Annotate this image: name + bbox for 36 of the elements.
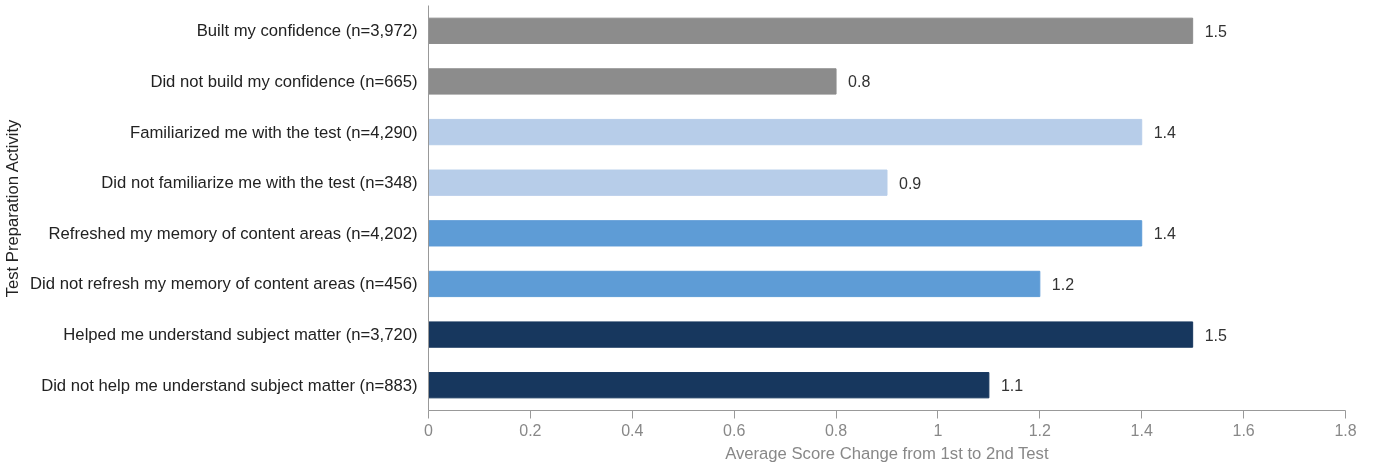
x-tick-label: 1.2 <box>1028 421 1052 439</box>
y-tick-label: Did not familiarize me with the test (n=348) <box>101 173 418 193</box>
data-label: 1.5 <box>1204 326 1228 344</box>
bar <box>428 220 1143 247</box>
x-tick-label: 1 <box>933 421 943 439</box>
x-tick-label: 0.2 <box>519 421 542 439</box>
x-tick-label: 0 <box>424 421 434 439</box>
x-tick-label: 0.6 <box>723 421 746 439</box>
y-tick-label: Helped me understand subject matter (n=3,720) <box>63 325 418 345</box>
bar <box>428 169 888 196</box>
bar <box>428 118 1143 146</box>
data-label: 1.5 <box>1204 22 1228 40</box>
y-tick-label: Familiarized me with the test (n=4,290) <box>130 122 418 142</box>
y-tick-label: Did not help me understand subject matter (n=883) <box>41 375 418 395</box>
data-label: 1.4 <box>1153 124 1177 142</box>
bar <box>428 270 1041 298</box>
x-tick-label: 0.4 <box>621 421 644 439</box>
data-label: 1.1 <box>1000 377 1024 395</box>
y-tick-label: Built my confidence (n=3,972) <box>196 21 418 41</box>
bar <box>428 17 1194 44</box>
bar <box>428 321 1194 348</box>
y-axis-title: Test Preparation Activity <box>3 118 23 298</box>
x-tick-label: 1.4 <box>1130 421 1153 439</box>
x-tick-label: 1.8 <box>1334 421 1357 439</box>
y-tick-label: Did not build my confidence (n=665) <box>150 71 418 91</box>
x-axis-title: Average Score Change from 1st to 2nd Test <box>725 443 1049 463</box>
bar <box>428 372 990 399</box>
y-tick-label: Refreshed my memory of content areas (n=4,202) <box>48 223 418 243</box>
x-tick-label: 1.6 <box>1232 421 1255 439</box>
bar <box>428 68 837 95</box>
data-label: 0.9 <box>899 174 922 192</box>
y-tick-label: Did not refresh my memory of content areas (n=456) <box>30 274 418 294</box>
data-label: 1.4 <box>1153 225 1177 243</box>
x-tick-label: 0.8 <box>824 421 848 439</box>
data-label: 1.2 <box>1051 275 1075 293</box>
data-label: 0.8 <box>848 73 871 91</box>
